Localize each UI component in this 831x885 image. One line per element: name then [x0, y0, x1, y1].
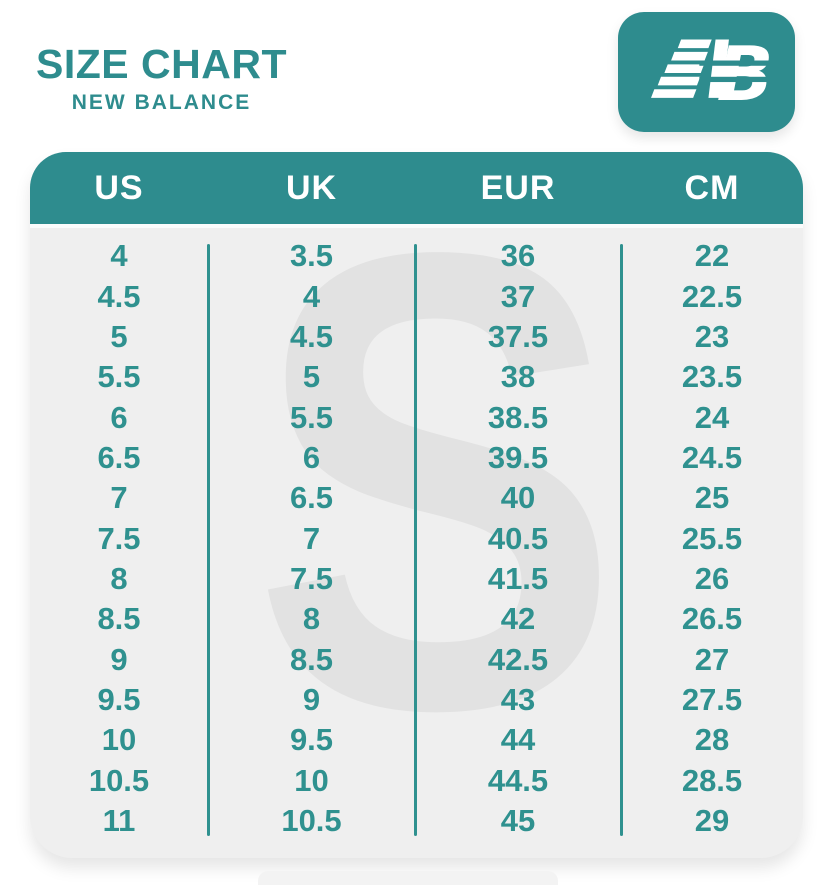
table-body: 4 3.5 36 22 4.5 4 37 22.5 5 4.5 37.5 23 5.5 5 38 23.5 6 5… — [30, 236, 803, 841]
size-cell: 25.5 — [681, 520, 743, 556]
size-cell: 28 — [694, 722, 730, 758]
size-cell: 45 — [500, 802, 536, 838]
size-cell: 24.5 — [681, 439, 743, 475]
size-chart-card: S US UK EUR CM 4 3.5 36 22 4.5 4 37 22.5 5 4.5 37.… — [30, 152, 803, 858]
column-divider — [413, 244, 417, 836]
size-cell: 9 — [110, 641, 128, 677]
nb-stripe-slit — [698, 60, 774, 66]
new-balance-logo-icon: B — [650, 31, 774, 113]
size-cell: 22 — [694, 238, 730, 274]
size-cell: 6 — [302, 439, 321, 475]
size-cell: 40 — [500, 480, 536, 516]
size-cell: 23 — [694, 318, 730, 354]
size-cell: 38 — [500, 359, 536, 395]
size-cell: 42 — [500, 601, 536, 637]
size-cell: 6.5 — [97, 439, 141, 475]
size-cell: 10.5 — [281, 802, 342, 838]
size-cell: 9.5 — [289, 722, 334, 758]
size-cell: 29 — [694, 802, 730, 838]
size-cell: 5 — [302, 359, 321, 395]
size-cell: 23.5 — [681, 359, 743, 395]
size-cell: 4.5 — [97, 278, 141, 314]
size-cell: 9 — [302, 681, 321, 717]
size-cell: 8.5 — [97, 601, 141, 637]
size-cell: 27.5 — [681, 681, 743, 717]
size-cell: 6 — [110, 399, 128, 435]
size-cell: 39.5 — [487, 439, 549, 475]
new-balance-logo-tile: B — [618, 12, 795, 132]
size-cell: 43 — [500, 681, 536, 717]
nb-letter-b: B — [716, 31, 773, 113]
column-header-eur: EUR — [480, 168, 556, 207]
size-cell: 36 — [500, 238, 536, 274]
column-header-cm: CM — [684, 168, 740, 207]
size-cell: 4 — [110, 238, 128, 274]
nb-n-stripes — [650, 39, 729, 98]
column-divider — [619, 244, 623, 836]
size-cell: 41.5 — [487, 560, 549, 596]
size-cell: 8 — [110, 560, 128, 596]
size-cell: 10.5 — [88, 762, 150, 798]
size-cell: 25 — [694, 480, 730, 516]
size-cell: 38.5 — [487, 399, 549, 435]
size-cell: 26 — [694, 560, 730, 596]
column-divider — [206, 244, 210, 836]
size-cell: 9.5 — [97, 681, 141, 717]
size-cell: 5.5 — [289, 399, 334, 435]
size-cell: 10 — [101, 722, 137, 758]
size-cell: 26.5 — [681, 601, 743, 637]
size-cell: 5 — [110, 318, 128, 354]
size-cell: 44 — [500, 722, 536, 758]
size-cell: 4 — [302, 278, 321, 314]
size-cell: 37 — [500, 278, 536, 314]
size-cell: 8 — [302, 601, 321, 637]
brand-block: SIZE CHART NEW BALANCE — [36, 41, 287, 115]
size-cell: 42.5 — [487, 641, 549, 677]
size-cell: 6.5 — [289, 480, 334, 516]
size-cell: 7.5 — [289, 560, 334, 596]
size-cell: 5.5 — [97, 359, 141, 395]
column-header-uk: UK — [285, 168, 338, 207]
size-cell: 11 — [102, 802, 136, 838]
size-cell: 28.5 — [681, 762, 743, 798]
size-cell: 24 — [694, 399, 730, 435]
size-cell: 7.5 — [97, 520, 141, 556]
size-cell: 4.5 — [289, 318, 334, 354]
size-cell: 27 — [694, 641, 730, 677]
footer-fragment — [258, 871, 558, 885]
size-cell: 37.5 — [487, 318, 549, 354]
size-cell: 10 — [294, 762, 329, 798]
size-cell: 3.5 — [289, 238, 334, 274]
size-cell: 7 — [302, 520, 321, 556]
size-cell: 8.5 — [289, 641, 334, 677]
size-cell: 44.5 — [487, 762, 549, 798]
nb-stripe-slit — [698, 76, 774, 83]
table-header-row: US UK EUR CM — [30, 152, 803, 228]
size-cell: 22.5 — [681, 278, 743, 314]
column-header-us: US — [94, 168, 144, 207]
page-subtitle: NEW BALANCE — [71, 91, 252, 115]
size-cell: 7 — [110, 480, 128, 516]
page-title: SIZE CHART — [36, 41, 287, 87]
size-cell: 40.5 — [487, 520, 549, 556]
